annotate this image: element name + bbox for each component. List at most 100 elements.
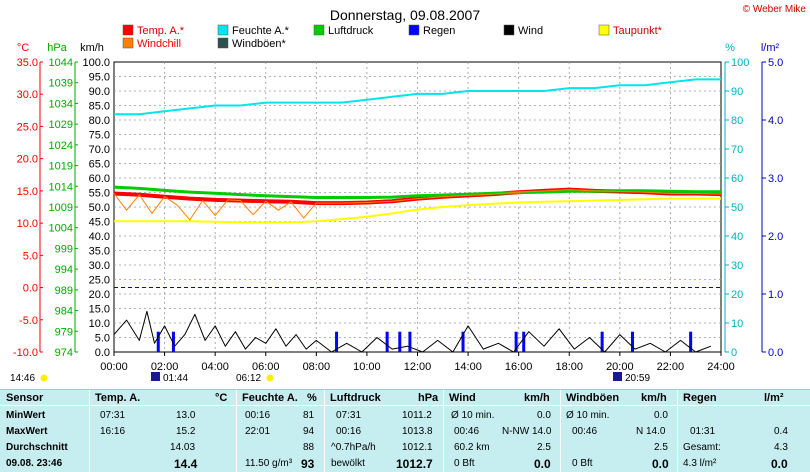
x-tick-label: 16:00: [505, 361, 533, 373]
temp-min: 13.0: [176, 410, 196, 421]
series-windchill-line: [113, 189, 722, 221]
kmh-tick-label: 80.0: [89, 115, 110, 127]
series-taupunkt-line: [114, 197, 721, 224]
hpa-tick-label: 1039: [49, 78, 73, 90]
celsius-tick-label: 15.0: [17, 186, 38, 198]
legend-label: Feuchte A.*: [232, 25, 290, 37]
legend-label: Wind: [518, 25, 543, 37]
row-label-max: MaxWert: [6, 426, 48, 437]
legend-label: Windböen*: [232, 38, 287, 50]
kmh-tick-label: 90.0: [89, 86, 110, 98]
legend-swatch: [503, 24, 515, 36]
rain-tick-label: 0.0: [768, 347, 783, 359]
row-label-min: MinWert: [6, 410, 46, 421]
legend-label: Temp. A.*: [137, 25, 185, 37]
legend-swatch: [217, 24, 229, 36]
hpa-tick-label: 1044: [49, 57, 73, 69]
rain-bar: [514, 331, 518, 352]
x-tick-label: 24:00: [707, 361, 735, 373]
x-tick-label: 22:00: [657, 361, 685, 373]
hpa-tick-label: 989: [55, 285, 73, 297]
header-temp: Temp. A.: [95, 392, 141, 404]
rain-bar: [408, 331, 412, 352]
rain-max-time: 01:31: [690, 426, 716, 437]
hpa-tick-label: 1014: [49, 181, 73, 193]
gust-avg: 2.5: [654, 442, 668, 453]
rain-bar: [171, 331, 175, 352]
percent-tick-label: 50: [731, 202, 743, 214]
kmh-tick-label: 20.0: [89, 289, 110, 301]
x-tick-label: 06:00: [252, 361, 280, 373]
weather-state: bewölkt: [331, 458, 365, 469]
header-humidity-unit: %: [307, 392, 317, 404]
col-separator: [89, 390, 90, 472]
col-separator: [324, 390, 325, 472]
x-tick-label: 18:00: [555, 361, 583, 373]
hpa-tick-label: 1029: [49, 119, 73, 131]
time-markers: 14:46 01:44 06:12 20:59: [10, 372, 650, 384]
x-tick-label: 00:00: [100, 361, 128, 373]
wind-10min: 0.0: [537, 410, 551, 421]
kmh-tick-label: 25.0: [89, 275, 110, 287]
rain-unit-label: l/m²: [761, 42, 780, 54]
hpa-tick-label: 1024: [49, 140, 73, 152]
legend-swatch: [217, 37, 229, 49]
legend-swatch: [122, 24, 134, 36]
rain-tick-label: 1.0: [768, 289, 783, 301]
rain-bar: [630, 331, 634, 352]
legend-label: Luftdruck: [328, 25, 374, 37]
kmh-tick-label: 30.0: [89, 260, 110, 272]
pressure-max: 1013.8: [402, 426, 433, 437]
pressure-max-time: 00:16: [336, 426, 362, 437]
time-marker-label: 20:59: [625, 373, 650, 384]
header-rain-unit: l/m²: [764, 392, 784, 404]
header-pressure: Luftdruck: [330, 392, 381, 404]
humidity-min: 81: [303, 410, 315, 421]
pressure-min: 1011.2: [402, 410, 432, 421]
celsius-tick-label: 30.0: [17, 89, 38, 101]
humidity-current: 93: [301, 457, 315, 471]
humidity-max: 94: [303, 426, 315, 437]
gust-beaufort: 0 Bft: [572, 458, 593, 469]
celsius-tick-label: -5.0: [19, 315, 38, 327]
rain-bar: [385, 331, 389, 352]
row-label-avg: Durchschnitt: [6, 442, 68, 453]
header-divider: [0, 405, 810, 406]
legend-label: Regen: [423, 25, 455, 37]
header-gust-unit: km/h: [641, 392, 667, 404]
sun-icon: [266, 374, 274, 382]
rain-total: 4.3: [774, 442, 788, 453]
rain-bar: [398, 331, 402, 352]
temp-avg: 14.03: [170, 442, 196, 453]
kmh-tick-label: 5.0: [95, 333, 110, 345]
kmh-tick-label: 65.0: [89, 159, 110, 171]
x-tick-label: 10:00: [353, 361, 381, 373]
percent-tick-label: 80: [731, 115, 743, 127]
col-separator: [560, 390, 561, 472]
percent-tick-label: 20: [731, 289, 743, 301]
celsius-tick-label: 25.0: [17, 121, 38, 133]
percent-tick-label: 30: [731, 260, 743, 272]
temp-current: 14.4: [174, 457, 198, 471]
celsius-tick-label: 5.0: [23, 250, 38, 262]
time-marker-label: 06:12: [236, 373, 261, 384]
percent-tick-label: 40: [731, 231, 743, 243]
kmh-tick-label: 60.0: [89, 173, 110, 185]
rain-max: 0.4: [774, 426, 788, 437]
rain-bar: [689, 331, 693, 352]
x-tick-label: 20:00: [606, 361, 634, 373]
kmh-tick-label: 35.0: [89, 246, 110, 258]
header-sensor: Sensor: [6, 392, 44, 404]
rain-tick-label: 3.0: [768, 173, 783, 185]
kmh-tick-label: 40.0: [89, 231, 110, 243]
summary-table: Sensor Temp. A. °C Feuchte A. % Luftdruc…: [0, 389, 810, 472]
header-humidity: Feuchte A.: [242, 392, 298, 404]
humidity-min-time: 00:16: [245, 410, 271, 421]
rain-current: 0.0: [771, 457, 788, 471]
hpa-tick-label: 994: [55, 264, 73, 276]
rain-bar: [600, 331, 604, 352]
plot-area: [113, 78, 722, 353]
time-marker-label: 01:44: [163, 373, 188, 384]
kmh-tick-label: 70.0: [89, 144, 110, 156]
legend-label: Windchill: [137, 38, 181, 50]
